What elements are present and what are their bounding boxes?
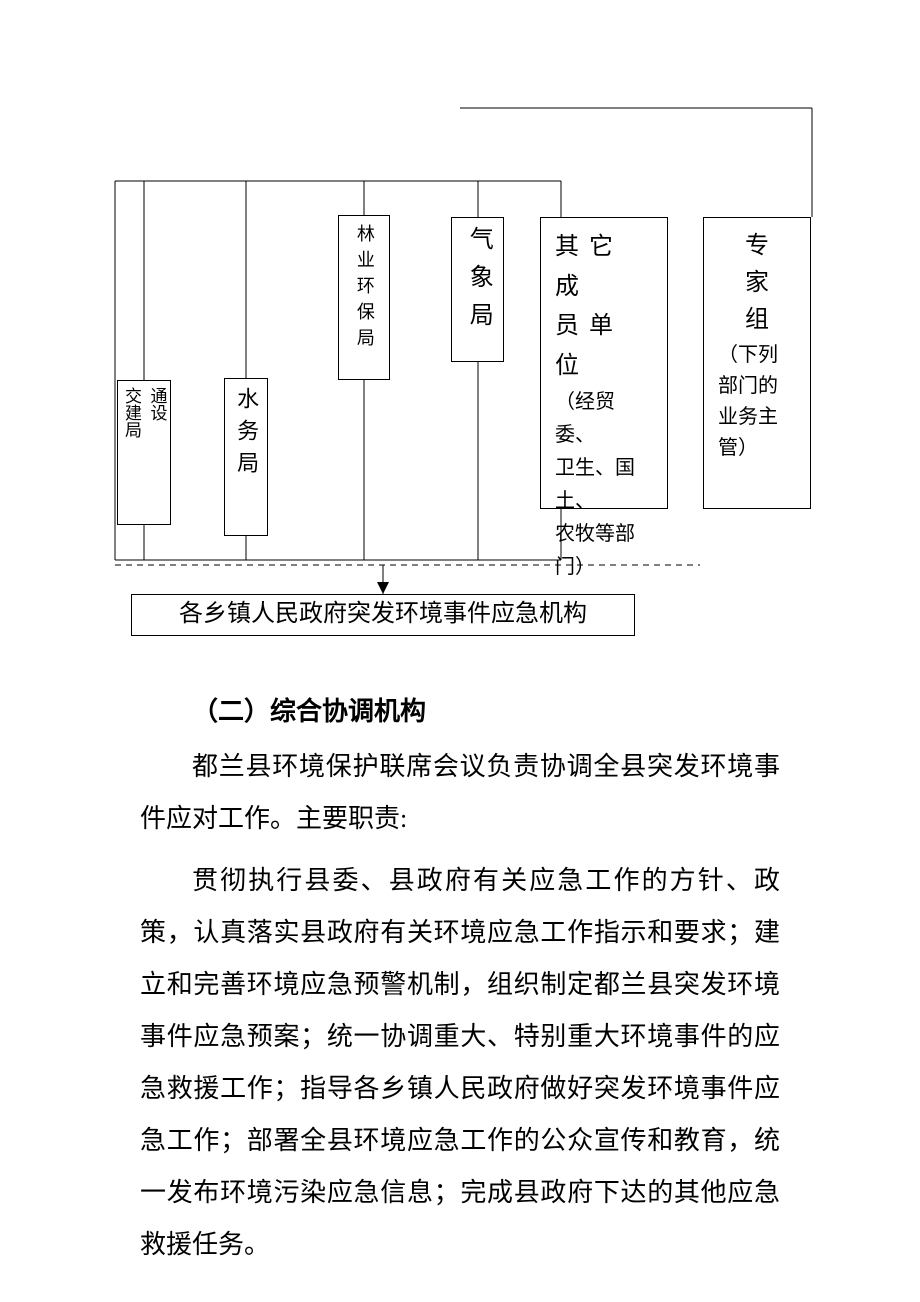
paragraph-1: 都兰县环境保护联席会议负责协调全县突发环境事件应对工作。主要职责: (140, 741, 780, 845)
org-box: 水务局 (224, 378, 268, 536)
paragraph-2: 贯彻执行县委、县政府有关应急工作的方针、政策，认真落实县政府有关环境应急工作指示… (140, 855, 780, 1271)
org-diagram: 交建局通设 水务局 林业环保局 气象局其它成员单位（经贸委、卫生、国土、农牧等部门） 专… (0, 0, 920, 640)
org-box: 气象局 (451, 217, 504, 362)
org-box: 林业环保局 (338, 215, 390, 380)
section-heading: （二）综合协调机构 (140, 685, 780, 737)
org-box: 其它成员单位（经贸委、卫生、国土、农牧等部门） (540, 217, 668, 509)
org-box: 各乡镇人民政府突发环境事件应急机构 (131, 594, 635, 636)
org-box: 交建局通设 (117, 380, 171, 525)
org-box: 专家组（下列部门的业务主管） (703, 217, 811, 509)
